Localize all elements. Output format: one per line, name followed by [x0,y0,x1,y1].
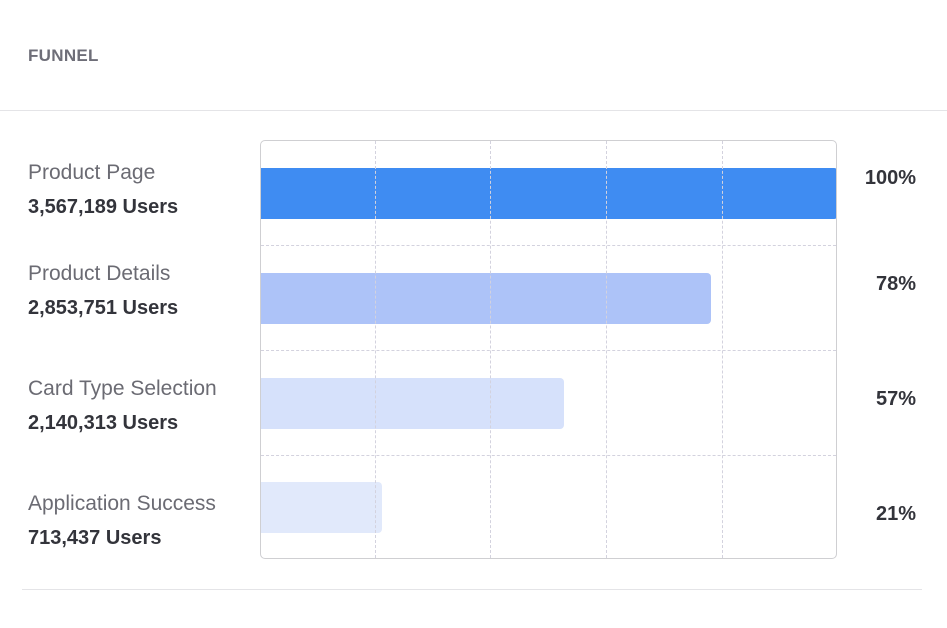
grid-line-horizontal [261,455,836,456]
stage-percentage: 57% [875,388,916,410]
funnel-bar[interactable] [261,378,564,429]
stage-percentage: 21% [875,503,916,525]
stage-name: Application Success [28,492,216,515]
funnel-bar[interactable] [261,168,836,219]
stage-label-product-details: Product Details 2,853,751 Users [28,261,278,321]
grid-line-horizontal [261,245,836,246]
grid-line-vertical [490,141,491,558]
grid-line-vertical [722,141,723,558]
stage-label-application-success: Application Success 713,437 Users [28,491,278,551]
funnel-bar[interactable] [261,273,712,324]
stage-name: Product Details [28,262,171,285]
stage-count: 3,567,189 Users [28,196,179,218]
funnel-header: FUNNEL [0,0,947,111]
funnel-chart [260,140,837,559]
footer-divider [22,589,922,590]
stage-count: 2,853,751 Users [28,297,179,319]
grid-line-vertical [375,141,376,558]
stage-name: Product Page [28,161,156,184]
stage-percentage: 100% [864,167,916,189]
stage-name: Card Type Selection [28,377,217,400]
grid-line-horizontal [261,350,836,351]
stage-count: 2,140,313 Users [28,412,179,434]
stage-label-product-page: Product Page 3,567,189 Users [28,160,278,220]
funnel-bar[interactable] [261,482,383,533]
stage-label-card-type-selection: Card Type Selection 2,140,313 Users [28,376,278,436]
stage-percentage: 78% [875,273,916,295]
stage-count: 713,437 Users [28,527,162,549]
grid-line-vertical [606,141,607,558]
funnel-title: FUNNEL [28,46,99,65]
